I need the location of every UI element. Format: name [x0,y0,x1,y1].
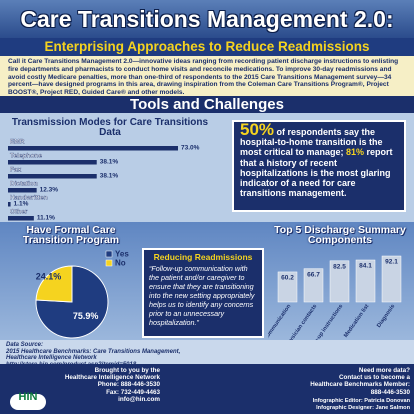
bar [8,216,34,221]
subtitle: Enterprising Approaches to Reduce Readmi… [0,38,414,56]
intro: Call it Care Transitions Management 2.0—… [0,56,414,96]
stat-text: of respondents say the hospital-to-home … [240,127,383,158]
quote-box: Reducing Readmissions “Follow-up communi… [142,248,264,338]
bar [8,146,178,151]
footer-text: Brought to you by the [94,367,160,374]
source-text: 2015 Healthcare Benchmarks: Care Transit… [6,348,181,355]
footer-text: Phone: 888-446-3530 [97,381,160,389]
legend-label: Yes [115,250,129,259]
legend-label: No [115,259,126,268]
bar [8,174,97,179]
chart-title: Have Formal Care Transition Program [22,224,120,246]
pie-slice [35,265,73,303]
bar [8,188,37,193]
value-label: 12.3% [40,187,59,194]
category-label: Fax [10,167,22,174]
title: Care Transitions Management 2.0: [0,0,414,38]
section-title: Tools and Challenges [0,96,414,113]
stat-box: 50% of respondents say the hospital-to-h… [232,120,406,212]
credit: Infographic Designer: Jane Salmon [316,405,410,412]
stat: 81% [346,147,365,158]
stat: 50% [240,120,275,139]
footer-text: Healthcare Benchmarks Member: [310,381,410,389]
category-label: Patient communication [268,303,293,340]
category-label: Dictation [10,181,38,188]
value-label: 38.1% [100,173,119,180]
category-label: Other [10,209,28,216]
footer: Brought to you by the Healthcare Intellig… [0,364,414,414]
value-label: 60.2 [281,275,294,282]
bar-chart: EMR73.0%Telephone38.1%Fax38.1%Dictation1… [8,139,200,222]
category-label: Diagnosis [376,304,396,329]
bar [8,160,97,165]
bar [329,260,350,303]
category-label: EMR [10,139,25,146]
value-label: 82.5 [333,264,346,271]
source-label: Data Source: [6,342,44,348]
value-label: 11.1% [37,215,55,222]
bar [355,259,376,303]
footer-text: 888-446-3530 [370,388,410,396]
legend-swatch [105,250,113,258]
value-label: 75.9% [73,311,99,321]
bar [303,268,324,303]
category-label: Telephone [10,153,42,160]
value-label: 73.0% [181,145,200,152]
pie-chart: 75.9% Yes 24.1% No [35,250,129,339]
bar [8,202,11,207]
value-label: 84.1 [359,263,372,270]
footer-credits: Infographic Editor: Patricia Donovan Info… [250,398,410,412]
footer-text: Healthcare Intelligence Network [64,374,160,382]
footer-text: info@hin.com [118,395,160,403]
chart-title: Top 5 Discharge Summary Components [274,224,406,246]
stat-text: report that a history of recent hospital… [240,147,393,199]
footer-text: Need more data? [358,367,410,374]
footer-text: Fax: 732-449-4463 [106,388,160,396]
footer-text: Contact us to become a [338,374,410,382]
footer-left: Brought to you by the Healthcare Intellig… [50,367,160,403]
value-label: 24.1% [36,272,62,282]
quote-heading: Reducing Readmissions [153,252,253,262]
logo: HIN [10,392,46,410]
source-text: Healthcare Intelligence Network [6,355,97,361]
category-label: Handwritten [10,195,48,202]
credit: Infographic Editor: Patricia Donovan [312,398,410,404]
bar [277,271,298,303]
value-label: 38.1% [100,159,119,166]
value-label: 66.7 [307,271,320,278]
value-label: 1.1% [14,201,29,208]
source: Data Source: 2015 Healthcare Benchmarks:… [0,340,414,368]
legend-swatch [105,259,113,267]
quote: “Follow-up communication with the patien… [149,264,255,327]
footer-right: Need more data? Contact us to become a Hea… [270,367,410,396]
chart-title: Transmission Modes for Care Transitions … [11,117,209,138]
category-label: Medication list [343,303,370,338]
bar [381,255,402,303]
value-label: 92.1 [385,259,398,266]
